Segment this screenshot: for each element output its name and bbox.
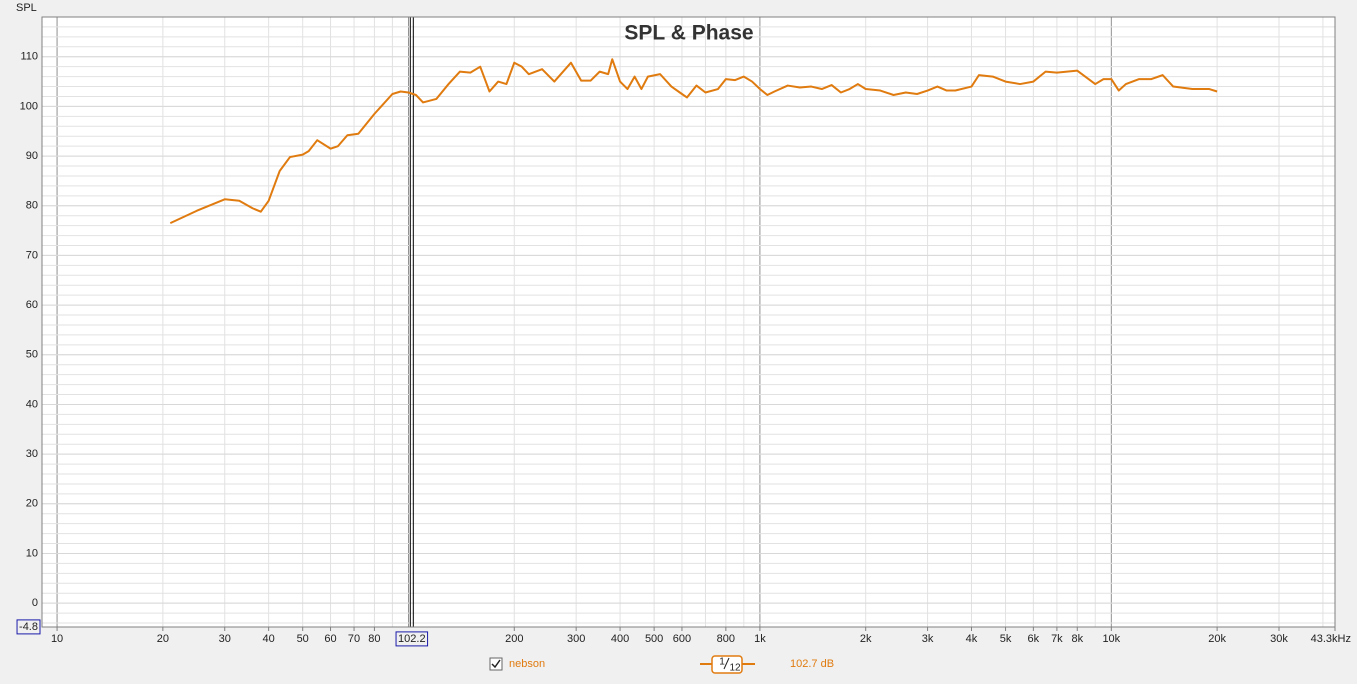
y-tick-label: 20	[26, 498, 38, 510]
y-axis-label: SPL	[16, 2, 37, 14]
y-tick-label: 40	[26, 398, 38, 410]
y-tick-label: 110	[20, 51, 38, 63]
x-tick-label: 70	[348, 633, 360, 645]
x-tick-label: 600	[673, 633, 691, 645]
marks	[169, 17, 1218, 627]
x-tick-label: 500	[645, 633, 663, 645]
x-tick-label: 6k	[1028, 633, 1040, 645]
fraction-slash	[723, 657, 730, 670]
x-tick-label: 50	[297, 633, 309, 645]
cursor-label: 102.2	[398, 633, 426, 645]
x-tick-label: 3k	[922, 633, 934, 645]
x-tick-label: 5k	[1000, 633, 1012, 645]
x-tick-label: 400	[611, 633, 629, 645]
legend-checkbox[interactable]	[489, 657, 503, 671]
x-tick-label: 10k	[1102, 633, 1120, 645]
smoothing-box[interactable]	[711, 655, 743, 674]
x-tick-label: 8k	[1071, 633, 1083, 645]
x-tick-label: 60	[324, 633, 336, 645]
y-tick-label: 100	[20, 100, 38, 112]
x-tick-label: 7k	[1051, 633, 1063, 645]
x-tick-label: 40	[263, 633, 275, 645]
check-mark	[491, 659, 501, 669]
x-tick-label: 800	[717, 633, 735, 645]
plot-area	[42, 17, 1335, 627]
grid	[42, 17, 1336, 631]
y-tick-label: 0	[32, 597, 38, 609]
cursor-label-box	[395, 631, 429, 647]
x-tick-label: 4k	[966, 633, 978, 645]
y-tick-label: 60	[26, 299, 38, 311]
x-tick-label: 30	[219, 633, 231, 645]
smoothing-num: 1	[719, 657, 725, 668]
x-tick-label: 300	[567, 633, 585, 645]
x-tick-label: 10	[51, 633, 63, 645]
legend-entry: nebson	[509, 658, 545, 670]
y-tick-label: 30	[26, 448, 38, 460]
x-tick-label: 200	[505, 633, 523, 645]
x-tick-label: 30k	[1270, 633, 1288, 645]
y-tick-label: 10	[26, 547, 38, 559]
x-tick-label: 2k	[860, 633, 872, 645]
x-tick-label: 20k	[1208, 633, 1226, 645]
y-min-box	[16, 619, 41, 635]
y-tick-label: 90	[26, 150, 38, 162]
y-tick-label: 70	[26, 249, 38, 261]
plot-border	[41, 16, 1336, 628]
spl-curve	[169, 58, 1218, 225]
cursor-value: 102.7 dB	[790, 658, 834, 670]
x-tick-label: 80	[368, 633, 380, 645]
chart-title: SPL & Phase	[624, 22, 753, 45]
smoothing-den: 12	[729, 663, 741, 674]
x-tick-label: 1k	[754, 633, 766, 645]
y-min-label: -4.8	[19, 621, 38, 633]
y-tick-label: 80	[26, 200, 38, 212]
x-tick-label: 43.3kHz	[1311, 633, 1351, 645]
y-tick-label: 50	[26, 349, 38, 361]
x-tick-label: 20	[157, 633, 169, 645]
legend: nebson 1 12 102.7 dB	[489, 655, 834, 674]
